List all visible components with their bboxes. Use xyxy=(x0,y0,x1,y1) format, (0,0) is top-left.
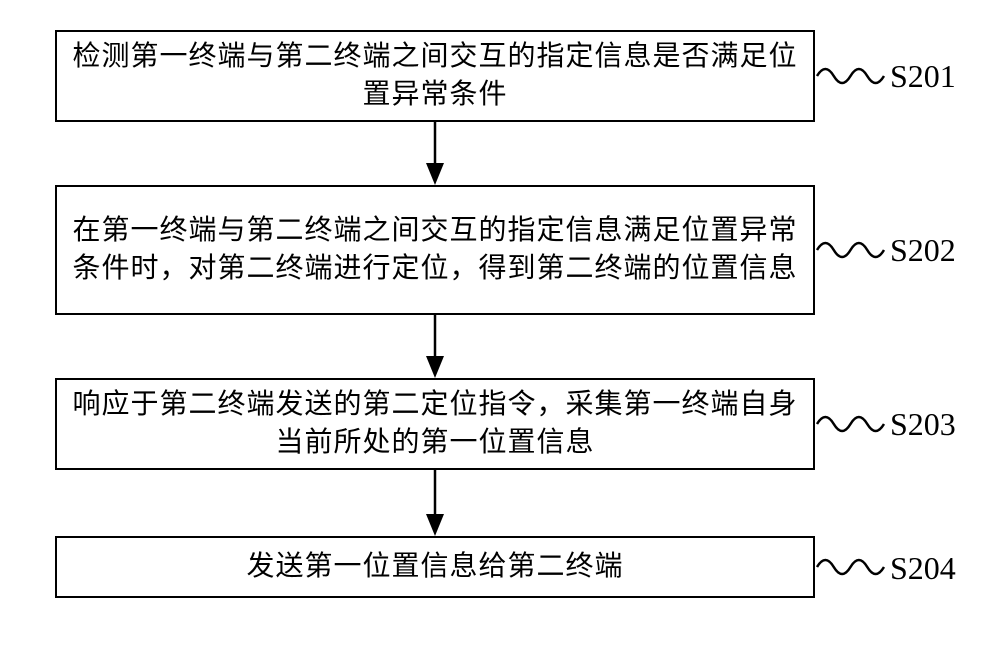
step-label: S201 xyxy=(890,58,956,95)
step-text: 检测第一终端与第二终端之间交互的指定信息是否满足位置异常条件 xyxy=(71,38,799,114)
step-box-s204: 发送第一位置信息给第二终端 xyxy=(55,536,815,598)
step-label: S203 xyxy=(890,406,956,443)
flowchart-canvas: 检测第一终端与第二终端之间交互的指定信息是否满足位置异常条件 在第一终端与第二终… xyxy=(0,0,1000,658)
step-text: 发送第一位置信息给第二终端 xyxy=(246,548,623,586)
step-box-s202: 在第一终端与第二终端之间交互的指定信息满足位置异常条件时，对第二终端进行定位，得… xyxy=(55,185,815,315)
step-box-s201: 检测第一终端与第二终端之间交互的指定信息是否满足位置异常条件 xyxy=(55,30,815,122)
step-label: S202 xyxy=(890,232,956,269)
step-label: S204 xyxy=(890,550,956,587)
step-text: 响应于第二终端发送的第二定位指令，采集第一终端自身当前所处的第一位置信息 xyxy=(71,386,799,462)
step-text: 在第一终端与第二终端之间交互的指定信息满足位置异常条件时，对第二终端进行定位，得… xyxy=(71,212,799,288)
step-box-s203: 响应于第二终端发送的第二定位指令，采集第一终端自身当前所处的第一位置信息 xyxy=(55,378,815,470)
